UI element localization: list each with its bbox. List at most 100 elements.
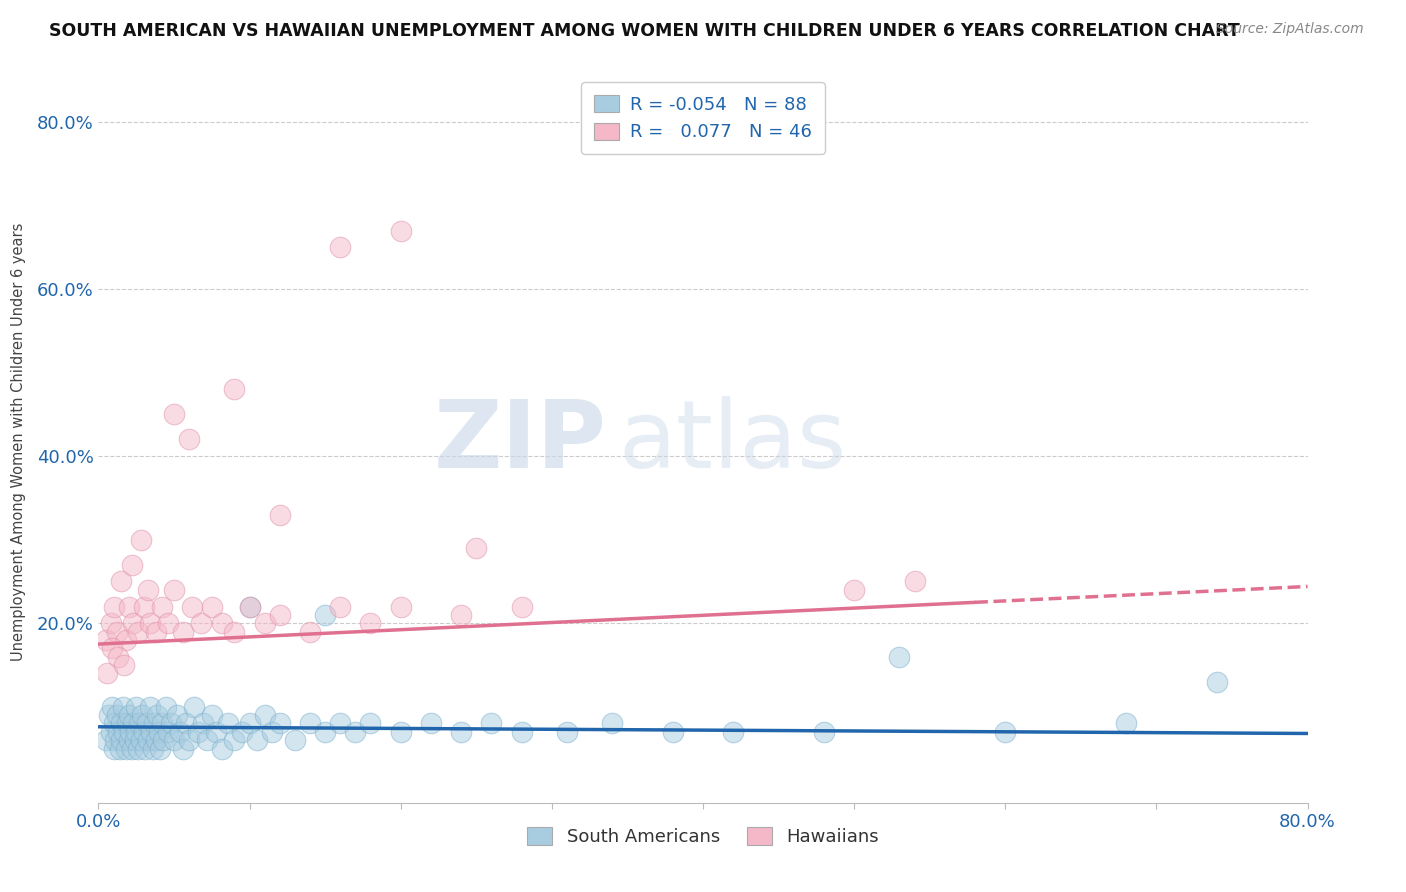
Point bbox=[121, 741, 143, 756]
Point bbox=[160, 716, 183, 731]
Y-axis label: Unemployment Among Women with Children Under 6 years: Unemployment Among Women with Children U… bbox=[11, 222, 25, 661]
Point bbox=[105, 708, 128, 723]
Point bbox=[110, 733, 132, 747]
Point bbox=[994, 724, 1017, 739]
Point bbox=[329, 599, 352, 614]
Point bbox=[224, 382, 246, 396]
Point bbox=[166, 708, 188, 723]
Point bbox=[149, 741, 172, 756]
Point bbox=[224, 624, 246, 639]
Point bbox=[420, 716, 443, 731]
Point bbox=[269, 607, 291, 622]
Point bbox=[94, 632, 117, 647]
Point bbox=[120, 724, 142, 739]
Point bbox=[389, 599, 412, 614]
Point bbox=[510, 599, 533, 614]
Point bbox=[329, 240, 352, 254]
Point bbox=[127, 741, 149, 756]
Point bbox=[136, 733, 159, 747]
Point bbox=[329, 716, 352, 731]
Point bbox=[124, 733, 146, 747]
Point bbox=[145, 624, 167, 639]
Point bbox=[103, 599, 125, 614]
Point bbox=[105, 624, 128, 639]
Point bbox=[510, 724, 533, 739]
Point bbox=[150, 599, 173, 614]
Point bbox=[231, 724, 253, 739]
Point bbox=[118, 599, 141, 614]
Point bbox=[253, 708, 276, 723]
Point bbox=[132, 599, 155, 614]
Text: SOUTH AMERICAN VS HAWAIIAN UNEMPLOYMENT AMONG WOMEN WITH CHILDREN UNDER 6 YEARS : SOUTH AMERICAN VS HAWAIIAN UNEMPLOYMENT … bbox=[49, 22, 1240, 40]
Point bbox=[246, 733, 269, 747]
Legend: South Americans, Hawaiians: South Americans, Hawaiians bbox=[515, 814, 891, 859]
Point bbox=[129, 533, 152, 547]
Point bbox=[143, 716, 166, 731]
Point bbox=[904, 574, 927, 589]
Point bbox=[844, 582, 866, 597]
Point bbox=[195, 733, 218, 747]
Point bbox=[284, 733, 307, 747]
Point bbox=[169, 724, 191, 739]
Point bbox=[253, 616, 276, 631]
Point bbox=[813, 724, 835, 739]
Point bbox=[101, 699, 124, 714]
Point bbox=[100, 616, 122, 631]
Point bbox=[172, 624, 194, 639]
Point bbox=[142, 741, 165, 756]
Point bbox=[661, 724, 683, 739]
Point bbox=[239, 599, 262, 614]
Text: atlas: atlas bbox=[619, 395, 846, 488]
Point bbox=[1206, 674, 1229, 689]
Point bbox=[128, 716, 150, 731]
Point bbox=[152, 733, 174, 747]
Point bbox=[224, 733, 246, 747]
Point bbox=[156, 724, 179, 739]
Point bbox=[172, 741, 194, 756]
Point bbox=[360, 716, 382, 731]
Point bbox=[118, 708, 141, 723]
Point bbox=[465, 541, 488, 555]
Point bbox=[299, 716, 322, 731]
Point bbox=[181, 599, 204, 614]
Point bbox=[389, 224, 412, 238]
Point bbox=[94, 733, 117, 747]
Point bbox=[110, 574, 132, 589]
Point bbox=[112, 657, 135, 672]
Point bbox=[239, 599, 262, 614]
Point bbox=[211, 616, 233, 631]
Point bbox=[183, 699, 205, 714]
Point bbox=[132, 724, 155, 739]
Point bbox=[163, 582, 186, 597]
Point bbox=[269, 508, 291, 522]
Point bbox=[239, 716, 262, 731]
Point bbox=[555, 724, 578, 739]
Point bbox=[156, 616, 179, 631]
Point bbox=[129, 733, 152, 747]
Point bbox=[269, 716, 291, 731]
Point bbox=[107, 649, 129, 664]
Point bbox=[187, 724, 209, 739]
Point bbox=[314, 607, 336, 622]
Point bbox=[299, 624, 322, 639]
Point bbox=[145, 733, 167, 747]
Point bbox=[190, 616, 212, 631]
Point bbox=[155, 699, 177, 714]
Point bbox=[114, 632, 136, 647]
Point bbox=[111, 699, 134, 714]
Point bbox=[103, 716, 125, 731]
Point bbox=[121, 558, 143, 572]
Point bbox=[136, 582, 159, 597]
Point bbox=[96, 666, 118, 681]
Point bbox=[179, 733, 201, 747]
Point bbox=[114, 741, 136, 756]
Text: ZIP: ZIP bbox=[433, 395, 606, 488]
Point bbox=[217, 716, 239, 731]
Point bbox=[122, 616, 145, 631]
Point bbox=[174, 716, 197, 731]
Point bbox=[146, 708, 169, 723]
Point bbox=[179, 433, 201, 447]
Point bbox=[110, 716, 132, 731]
Point bbox=[108, 741, 131, 756]
Point bbox=[139, 616, 162, 631]
